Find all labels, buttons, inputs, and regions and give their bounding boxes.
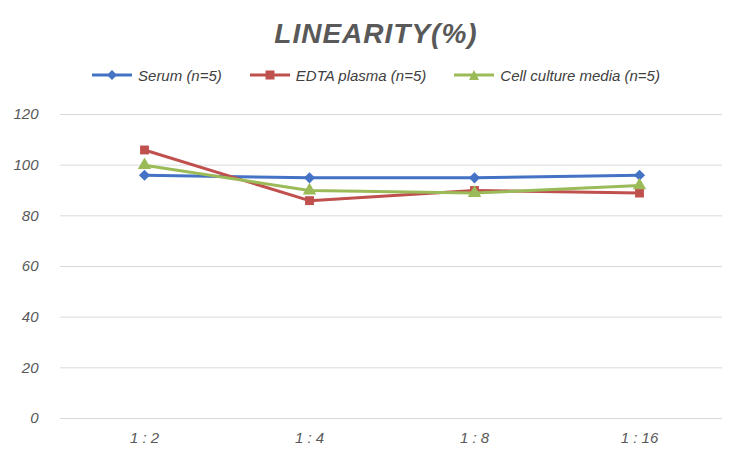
svg-text:1 : 16: 1 : 16 (621, 429, 659, 446)
svg-text:0: 0 (30, 409, 39, 426)
svg-text:1 : 8: 1 : 8 (460, 429, 490, 446)
html-text:Cell culture media (n=5): Cell culture media (n=5) (500, 66, 660, 84)
svg-text:120: 120 (13, 105, 39, 122)
svg-text:60: 60 (22, 257, 39, 274)
html-text:Serum (n=5): Serum (n=5) (138, 66, 222, 84)
svg-text:100: 100 (13, 156, 39, 173)
svg-text:1 : 4: 1 : 4 (295, 429, 324, 446)
svg-text:20: 20 (21, 359, 39, 376)
svg-text:80: 80 (22, 207, 39, 224)
html-text:EDTA plasma (n=5): EDTA plasma (n=5) (295, 66, 427, 84)
html-text:LINEARITY(%): LINEARITY(%) (274, 18, 478, 49)
svg-text:1 : 2: 1 : 2 (130, 429, 160, 446)
svg-text:40: 40 (22, 308, 39, 325)
